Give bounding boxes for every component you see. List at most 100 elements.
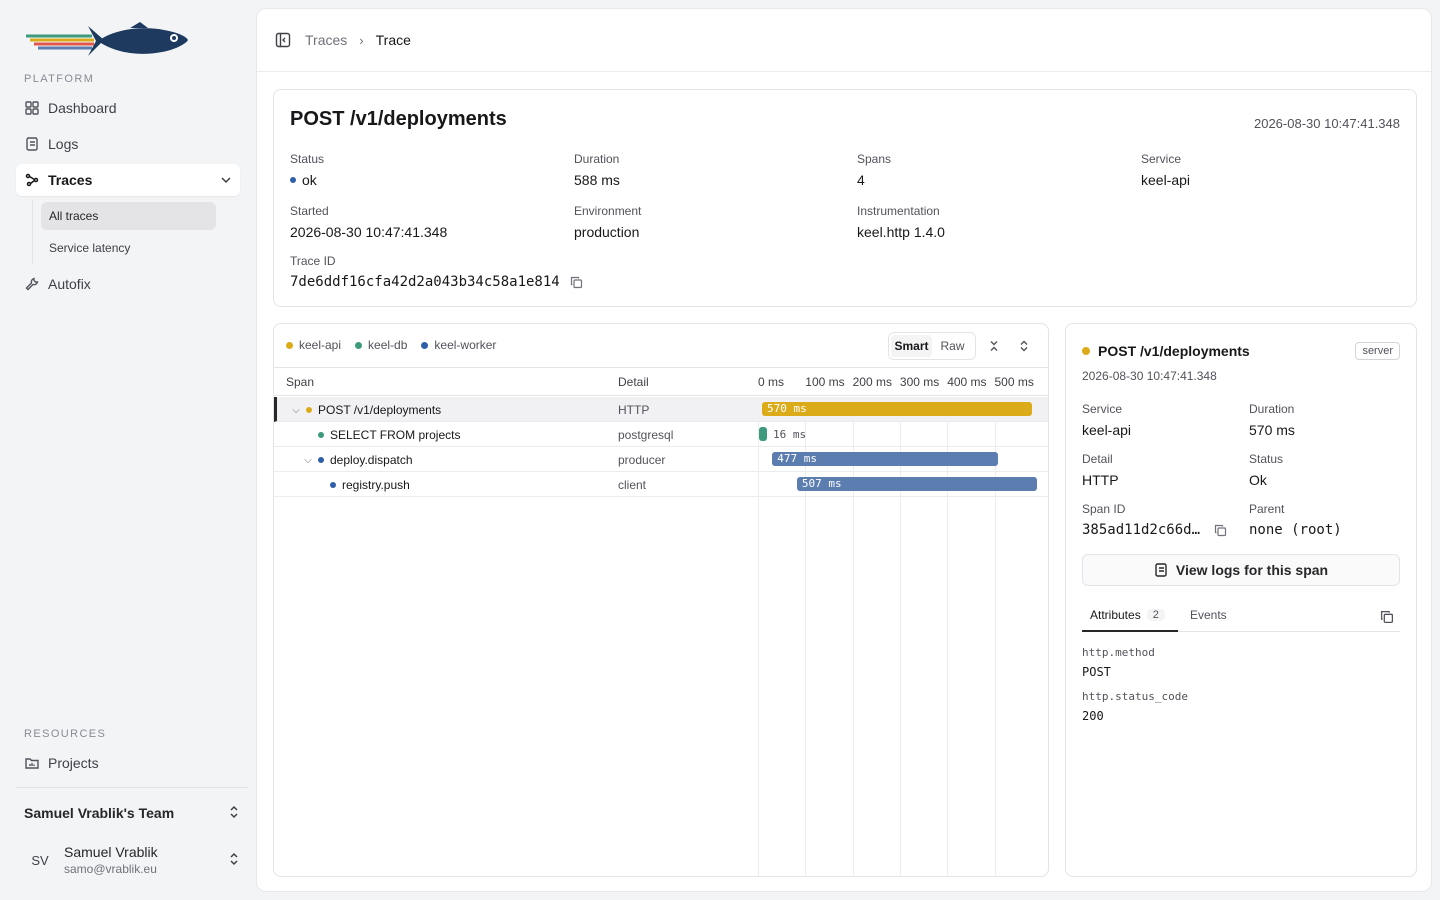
resources-section-label: RESOURCES (24, 728, 107, 740)
detail-tabs: Attributes 2 Events (1082, 604, 1400, 632)
timeline-tick-label: 400 ms (947, 375, 987, 389)
sidebar-item-label: Logs (48, 136, 79, 152)
tab-events[interactable]: Events (1190, 608, 1227, 622)
sidebar-item-logs[interactable]: Logs (16, 128, 240, 160)
span-detail-card: POST /v1/deployments server 2026-08-30 1… (1065, 323, 1417, 877)
service-dot-icon (318, 432, 324, 438)
breadcrumb: Traces › Trace (305, 32, 411, 48)
smart-mode-button[interactable]: Smart (891, 335, 932, 357)
chevron-up-down-icon (228, 805, 240, 822)
timeline-tick-label: 100 ms (805, 375, 845, 389)
span-detail: producer (618, 453, 666, 467)
grid-icon (24, 100, 40, 116)
sidebar-subitem-service-latency[interactable]: Service latency (49, 241, 131, 255)
platform-section-label: PLATFORM (24, 73, 95, 85)
span-timestamp: 2026-08-30 10:47:41.348 (1082, 369, 1217, 383)
submenu-line (32, 200, 33, 264)
environment-label: Environment (574, 204, 642, 218)
span-id-field: Span ID 385ad11d2c66d… (1082, 502, 1227, 538)
main-panel: Traces › Trace POST /v1/deployments 2026… (256, 8, 1432, 892)
sidebar-item-autofix[interactable]: Autofix (16, 268, 240, 300)
span-row[interactable]: ⌵ deploy.dispatch producer 477 ms (274, 447, 1048, 472)
copy-icon[interactable] (570, 276, 583, 289)
wrench-icon (24, 276, 40, 292)
user-name: Samuel Vrablik (64, 844, 158, 860)
raw-mode-button[interactable]: Raw (940, 339, 965, 353)
expand-icon (1020, 340, 1028, 352)
attribute-item: http.method POST (1082, 646, 1155, 679)
chevron-down-icon[interactable]: ⌵ (304, 454, 312, 466)
sidebar-item-dashboard[interactable]: Dashboard (16, 92, 240, 124)
breadcrumb-traces[interactable]: Traces (305, 32, 348, 48)
tab-attributes-label: Attributes (1090, 608, 1141, 622)
fish-logo-icon[interactable] (24, 22, 190, 62)
timeline-grid-line (758, 397, 759, 876)
view-logs-button[interactable]: View logs for this span (1082, 554, 1400, 586)
span-duration-bar[interactable]: 507 ms (796, 477, 1037, 491)
timeline-tick-label: 200 ms (852, 375, 892, 389)
detail-label: Detail (1082, 452, 1113, 466)
span-row[interactable]: SELECT FROM projects postgresql 16 ms (274, 422, 1048, 447)
trace-id-label: Trace ID (290, 254, 336, 268)
breadcrumb-separator: › (359, 32, 364, 48)
tab-attributes[interactable]: Attributes 2 (1090, 608, 1165, 622)
scroll-icon (1154, 563, 1168, 577)
timeline-tick-label: 500 ms (994, 375, 1034, 389)
duration-label: Duration (1249, 402, 1295, 416)
span-row[interactable]: registry.push client 507 ms (274, 472, 1048, 497)
legend-item-keel-api: keel-api (286, 338, 341, 352)
span-row[interactable]: ⌵ POST /v1/deployments HTTP 570 ms (274, 397, 1048, 422)
sidebar-item-projects[interactable]: Projects (16, 747, 240, 779)
service-dot-icon (330, 482, 336, 488)
environment-value: production (574, 224, 640, 240)
collapse-icon (990, 341, 998, 351)
chevron-down-icon[interactable]: ⌵ (292, 404, 300, 416)
span-duration-bar[interactable]: 477 ms (772, 452, 998, 466)
chevron-down-icon[interactable] (220, 173, 232, 189)
collapse-all-button[interactable] (982, 334, 1006, 358)
timeline-grid-line (947, 397, 949, 876)
span-id-value: 385ad11d2c66d… (1082, 522, 1201, 538)
avatar: SV (31, 852, 49, 868)
copy-icon[interactable] (1214, 524, 1227, 537)
sidebar-item-traces[interactable]: Traces (16, 164, 240, 196)
service-dot-icon (306, 407, 312, 413)
instrumentation-field: Instrumentation keel.http 1.4.0 (857, 204, 945, 240)
span-duration-bar[interactable]: 570 ms (762, 402, 1032, 416)
attribute-value: 200 (1082, 709, 1104, 723)
span-parent-field: Parent none (root) (1249, 502, 1342, 538)
span-name: POST /v1/deployments (318, 403, 442, 417)
legend-item-keel-db: keel-db (355, 338, 407, 352)
sidebar-toggle-icon[interactable] (275, 32, 291, 48)
span-detail-field: Detail HTTP (1082, 452, 1119, 488)
page-title: POST /v1/deployments (290, 108, 507, 130)
span-column-header: Span (286, 375, 315, 389)
service-value: keel-api (1082, 422, 1132, 438)
span-id-label: Span ID (1082, 502, 1126, 516)
sidebar-subitem-all-traces[interactable]: All traces (41, 202, 216, 230)
status-label: Status (1249, 452, 1284, 466)
status-value: Ok (1249, 472, 1267, 488)
topbar: Traces › Trace (257, 9, 1431, 72)
expand-all-button[interactable] (1012, 334, 1036, 358)
started-label: Started (290, 204, 329, 218)
copy-icon[interactable] (1380, 610, 1394, 624)
status-dot-icon (290, 177, 296, 183)
trace-id-value: 7de6ddf16cfa42d2a043b34c58a1e814 (290, 274, 560, 290)
user-menu[interactable]: SV Samuel Vrablik samo@vrablik.eu (24, 840, 240, 880)
active-tab-underline (1082, 630, 1178, 632)
team-switcher[interactable]: Samuel Vrablik's Team (24, 800, 240, 826)
service-legend: keel-api keel-db keel-worker (286, 338, 510, 352)
status-field: Status ok (290, 152, 324, 188)
waterfall-card: keel-api keel-db keel-worker Smart Raw S… (273, 323, 1049, 877)
service-label: Service (1082, 402, 1123, 416)
parent-value: none (root) (1249, 522, 1342, 538)
span-duration-label: 16 ms (773, 428, 807, 441)
instrumentation-value: keel.http 1.4.0 (857, 224, 945, 240)
sidebar-item-label: Traces (48, 172, 93, 188)
span-duration-bar[interactable] (759, 427, 767, 441)
waterfall-header: Span Detail 0 ms 100 ms 200 ms 300 ms 400 ms… (274, 367, 1048, 396)
legend-item-keel-worker: keel-worker (421, 338, 496, 352)
sidebar-item-label: Autofix (48, 276, 91, 292)
attribute-key: http.status_code (1082, 690, 1188, 703)
